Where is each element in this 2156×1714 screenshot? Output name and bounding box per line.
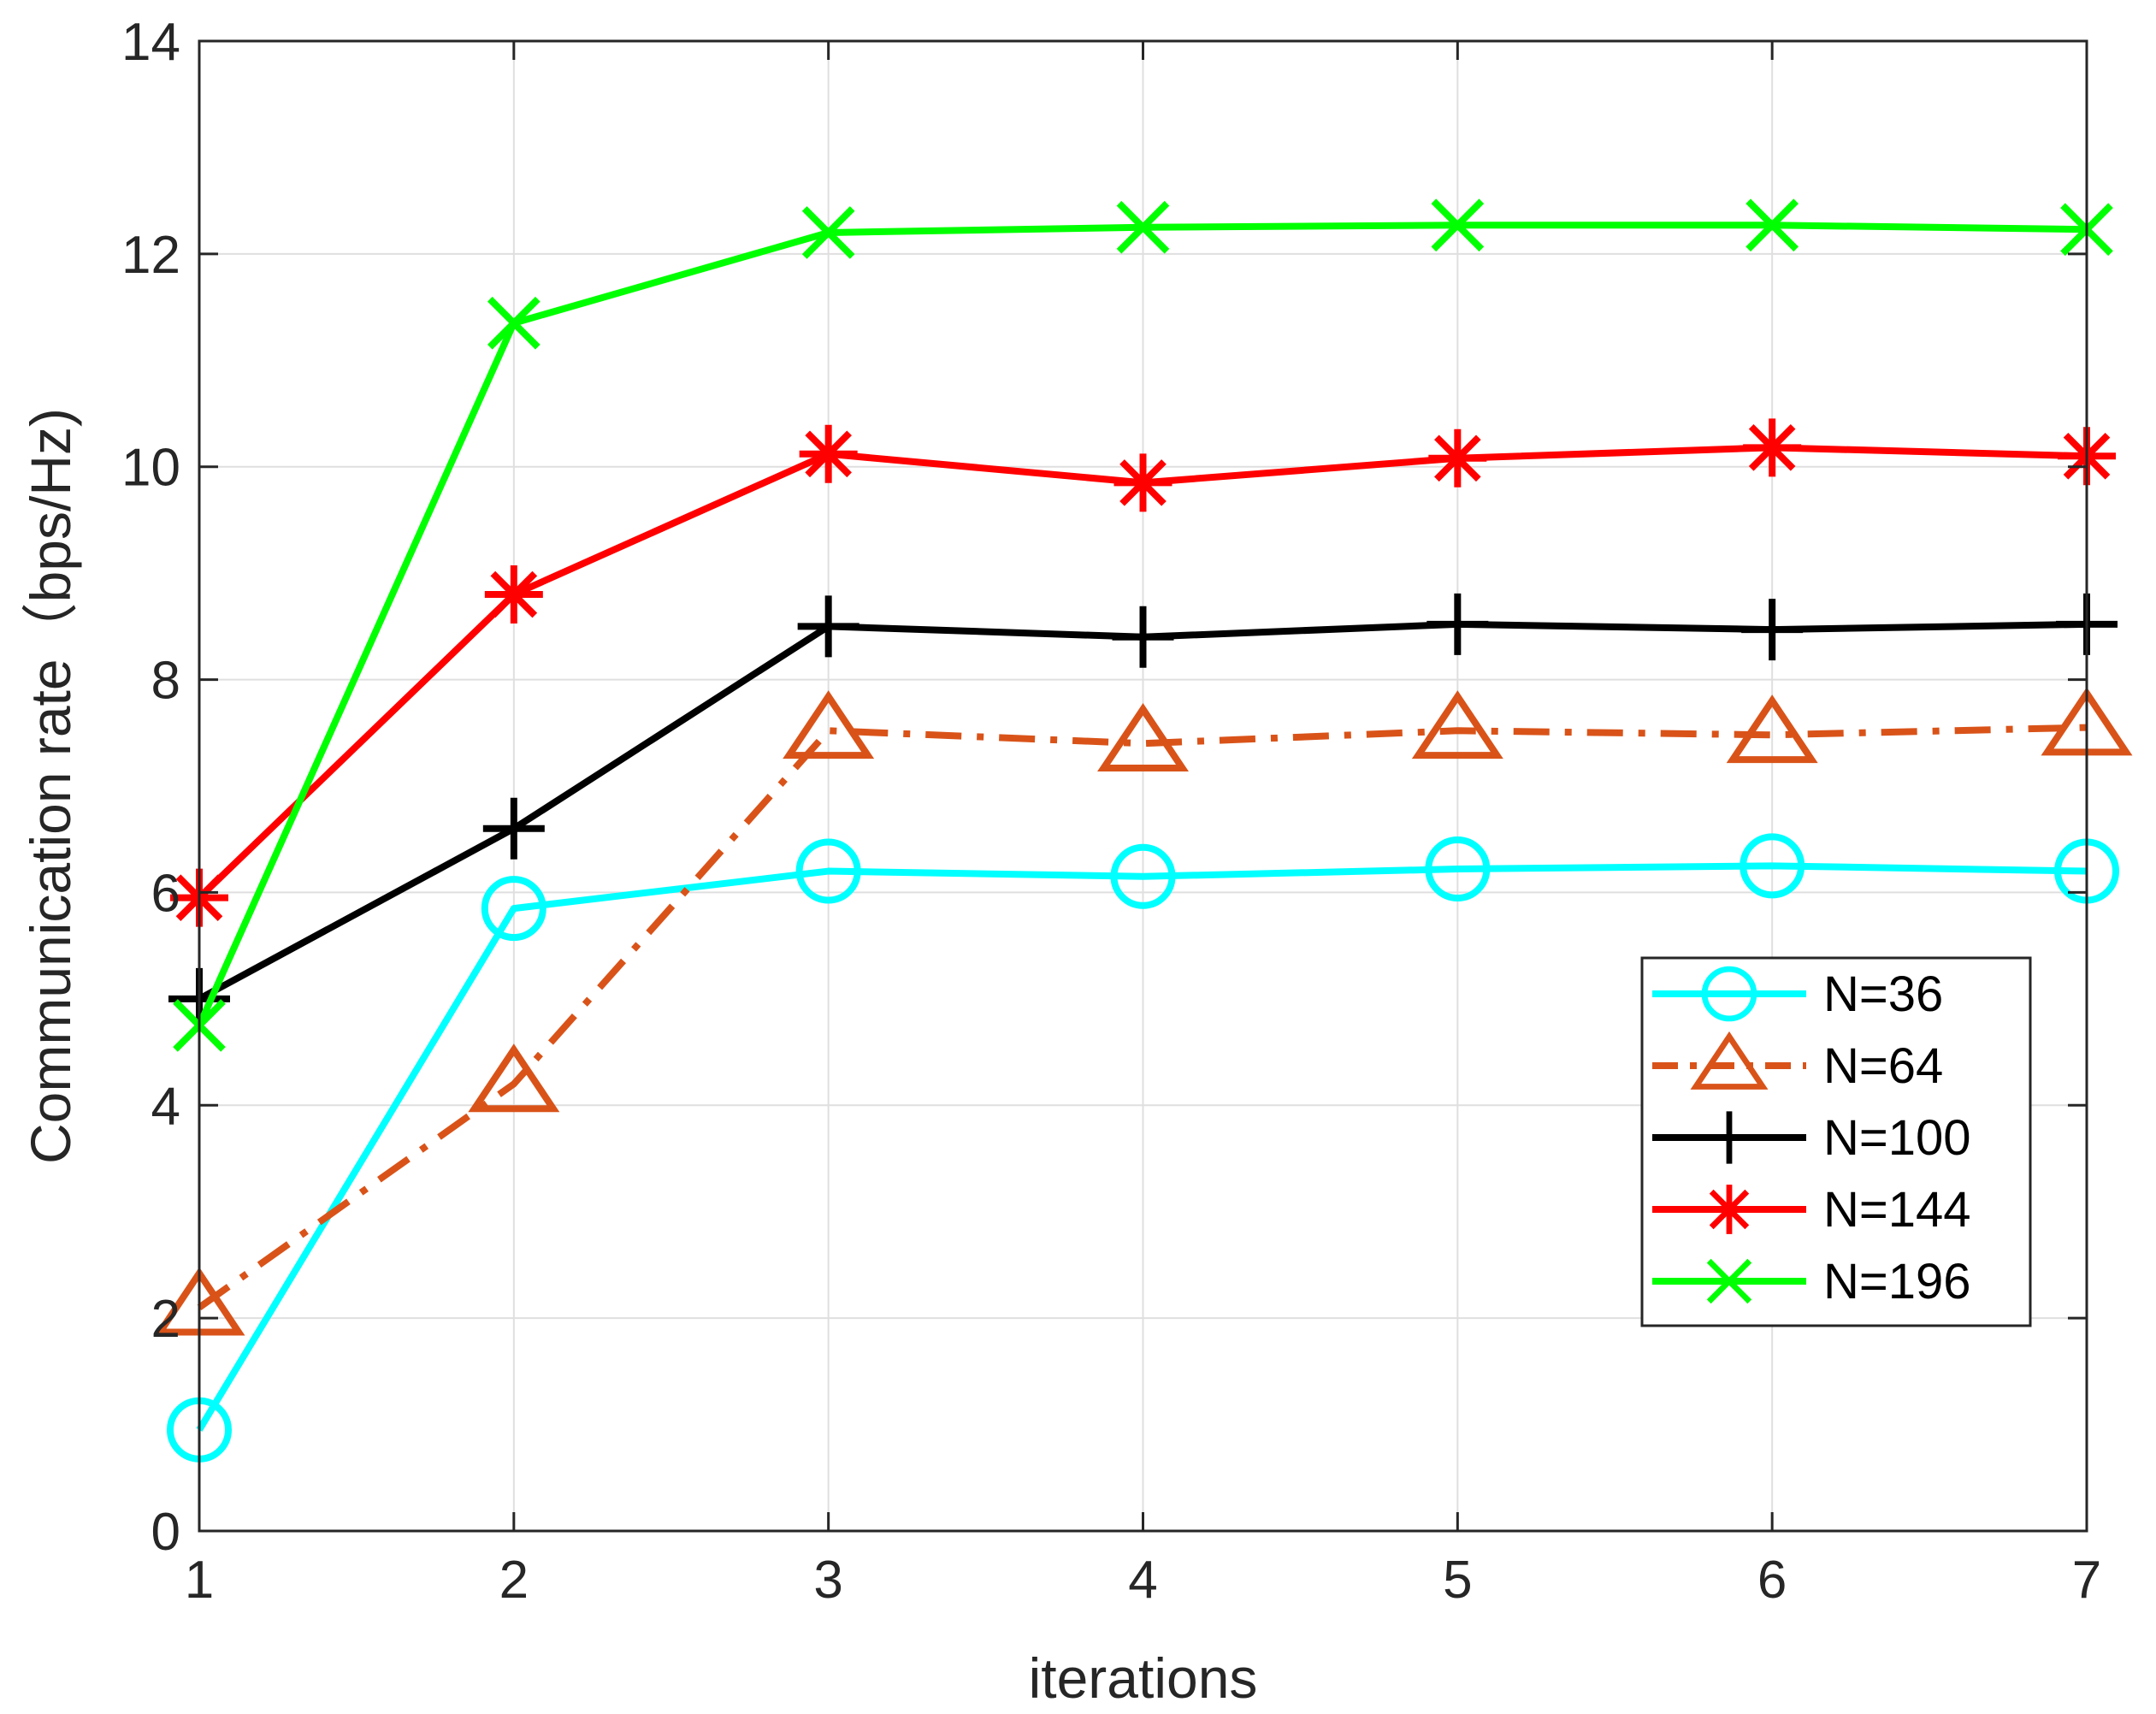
data-point xyxy=(1113,453,1173,512)
data-point xyxy=(1112,606,1174,668)
data-point xyxy=(799,424,858,483)
y-tick-label: 14 xyxy=(121,13,180,72)
data-point xyxy=(1743,418,1802,477)
y-tick-label: 8 xyxy=(151,652,180,711)
data-point xyxy=(487,296,540,350)
legend-label: N=64 xyxy=(1823,1038,1943,1094)
series-line xyxy=(196,862,2088,1432)
y-tick-label: 10 xyxy=(121,439,180,498)
legend-box xyxy=(1640,956,2032,1327)
data-point xyxy=(1411,690,1503,759)
x-tick-label: 5 xyxy=(1443,1551,1472,1610)
x-tick-label: 2 xyxy=(499,1551,529,1610)
x-tick-label: 7 xyxy=(2072,1551,2101,1610)
x-tick-label: 1 xyxy=(185,1551,214,1610)
legend-marker xyxy=(1690,1031,1769,1090)
legend-item: N=64 xyxy=(1652,1031,1943,1094)
x-tick-label: 4 xyxy=(1128,1551,1157,1610)
series-N=196 xyxy=(173,198,2113,1052)
legend-marker xyxy=(1701,966,1757,1022)
data-point xyxy=(1110,843,1176,909)
data-point xyxy=(1425,836,1491,902)
y-tick-label: 0 xyxy=(151,1503,180,1562)
legend-marker xyxy=(1706,1258,1752,1304)
y-tick-label: 6 xyxy=(151,864,180,923)
data-point xyxy=(481,876,546,942)
legend-label: N=196 xyxy=(1823,1254,1971,1309)
legend-item: N=196 xyxy=(1652,1254,1971,1309)
data-point xyxy=(797,595,859,658)
legend-label: N=36 xyxy=(1823,966,1943,1022)
data-point xyxy=(1428,428,1487,488)
data-point xyxy=(1740,833,1805,899)
x-axis-label: iterations xyxy=(1029,1646,1258,1710)
data-point xyxy=(1427,593,1489,655)
legend-label: N=100 xyxy=(1823,1110,1971,1166)
y-tick-label: 2 xyxy=(151,1290,180,1349)
data-point xyxy=(1741,599,1804,661)
series-N=36 xyxy=(167,833,2119,1463)
data-point xyxy=(1726,694,1818,764)
data-point xyxy=(468,1043,560,1113)
y-tick-label: 12 xyxy=(121,226,180,285)
legend-marker xyxy=(1704,1185,1754,1234)
legend-item: N=36 xyxy=(1652,966,1943,1022)
data-point xyxy=(482,797,545,860)
legend-marker xyxy=(1703,1111,1756,1164)
data-point xyxy=(795,838,861,904)
legend-label: N=144 xyxy=(1823,1182,1971,1238)
data-point xyxy=(484,565,543,624)
data-point xyxy=(801,206,855,259)
data-point xyxy=(783,690,875,759)
data-point xyxy=(1097,703,1189,772)
data-point xyxy=(1745,198,1799,252)
series-line xyxy=(197,724,2088,1310)
data-point xyxy=(1116,200,1170,254)
data-point xyxy=(1431,198,1485,252)
legend: N=36 N=64 N=100 N=144 N=196 xyxy=(1640,956,2032,1327)
x-tick-label: 6 xyxy=(1757,1551,1787,1610)
legend-item: N=100 xyxy=(1652,1110,1971,1166)
y-axis-label: Communication rate（bps/Hz) xyxy=(19,408,82,1164)
y-tick-label: 4 xyxy=(151,1077,180,1136)
legend-item: N=144 xyxy=(1652,1182,1971,1238)
x-tick-label: 3 xyxy=(813,1551,842,1610)
